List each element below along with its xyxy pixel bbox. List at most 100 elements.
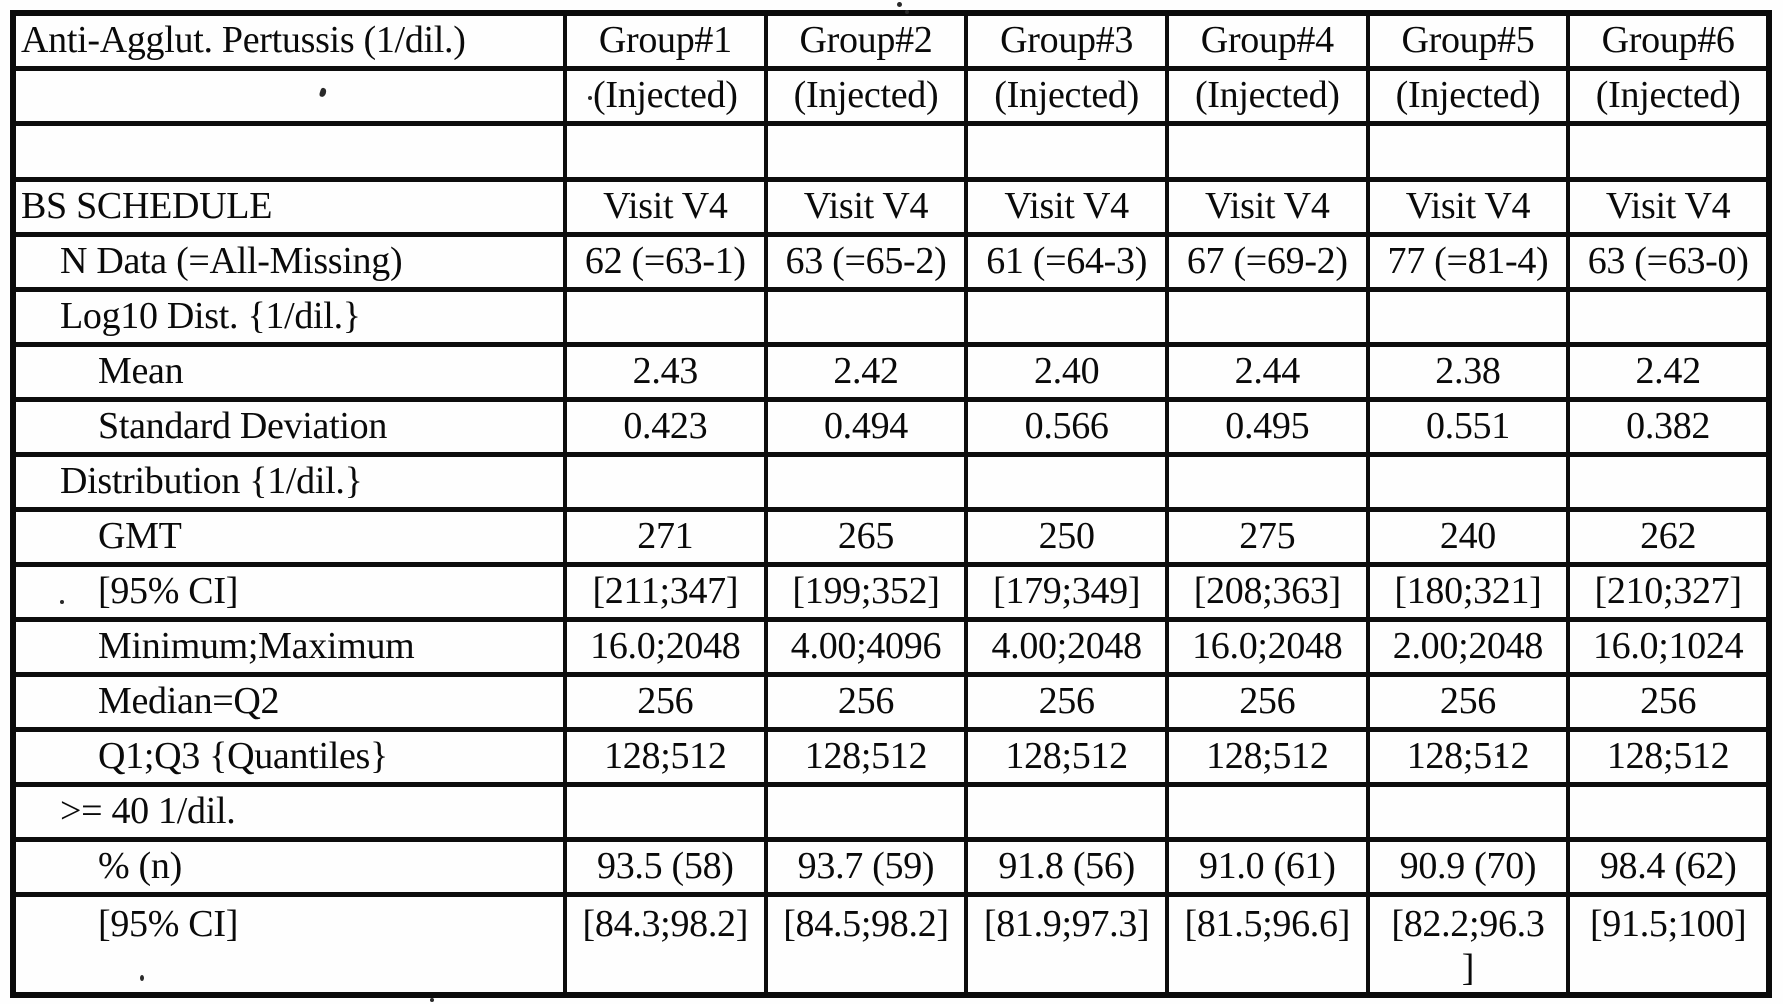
header-row-groups: Anti-Agglut. Pertussis (1/dil.) Group#1 Gr… <box>11 10 1771 71</box>
scan-speck <box>905 10 909 14</box>
injected-subheader-3: (Injected) <box>964 65 1169 126</box>
row-label-cell: Minimum;Maximum <box>11 616 567 677</box>
data-cell: 262 <box>1566 506 1771 567</box>
pertussis-results-table: Anti-Agglut. Pertussis (1/dil.) Group#1 Gr… <box>10 10 1772 999</box>
group-header-4: Group#4 <box>1164 10 1370 71</box>
scan-speck <box>430 998 434 1002</box>
data-cell: [179;349] <box>964 561 1169 622</box>
data-cell <box>563 286 768 347</box>
data-cell: 98.4 (62) <box>1566 836 1771 897</box>
data-cell: 2.43 <box>563 341 768 402</box>
data-cell <box>1164 451 1370 512</box>
data-cell: 0.423 <box>563 396 768 457</box>
table-row: [95% CI] [211;347] [199;352] [179;349] [208;… <box>11 561 1771 622</box>
row-label-cell: BS SCHEDULE <box>11 176 567 237</box>
data-cell <box>563 120 768 182</box>
data-cell: [211;347] <box>563 561 768 622</box>
group-header-3: Group#3 <box>964 10 1169 71</box>
table-row: BS SCHEDULE Visit V4 Visit V4 Visit V4 Visit… <box>11 176 1771 237</box>
data-cell: 4.00;4096 <box>763 616 969 677</box>
data-cell: 0.551 <box>1365 396 1571 457</box>
data-cell: 128;512 <box>964 726 1169 787</box>
data-cell: 128;512 <box>1365 726 1571 787</box>
data-cell: 2.00;2048 <box>1365 616 1571 677</box>
data-cell: 4.00;2048 <box>964 616 1169 677</box>
data-cell: [208;363] <box>1164 561 1370 622</box>
row-label-cell: [95% CI] <box>11 561 567 622</box>
data-cell: 265 <box>763 506 969 567</box>
data-cell: 256 <box>563 671 768 732</box>
row-label-cell: N Data (=All-Missing) <box>11 231 567 292</box>
table-row: N Data (=All-Missing) 62 (=63-1) 63 (=65-2… <box>11 231 1771 292</box>
data-cell <box>1164 781 1370 842</box>
data-cell: 16.0;1024 <box>1566 616 1771 677</box>
data-cell: 256 <box>1566 671 1771 732</box>
row-label-cell: Q1;Q3 {Quantiles} <box>11 726 567 787</box>
data-cell <box>763 451 969 512</box>
header-row-injected: (Injected) (Injected) (Injected) (Injected)… <box>11 65 1771 126</box>
data-cell: 93.7 (59) <box>763 836 969 897</box>
row-label-cell: Distribution {1/dil.} <box>11 451 567 512</box>
data-cell <box>563 451 768 512</box>
data-cell: Visit V4 <box>1164 176 1370 237</box>
data-cell <box>964 781 1169 842</box>
data-cell <box>1365 120 1571 182</box>
data-cell: Visit V4 <box>1365 176 1571 237</box>
data-cell: [91.5;100] <box>1566 891 1771 998</box>
data-cell: [84.5;98.2] <box>763 891 969 998</box>
data-cell <box>1566 451 1771 512</box>
data-cell: 0.382 <box>1566 396 1771 457</box>
data-cell: 0.494 <box>763 396 969 457</box>
corner-title-cell: Anti-Agglut. Pertussis (1/dil.) <box>11 10 567 71</box>
data-cell: 240 <box>1365 506 1571 567</box>
data-cell: 2.42 <box>763 341 969 402</box>
data-cell: 256 <box>763 671 969 732</box>
data-cell <box>1365 451 1571 512</box>
data-cell: 2.42 <box>1566 341 1771 402</box>
data-cell: 271 <box>563 506 768 567</box>
table-row: Distribution {1/dil.} <box>11 451 1771 512</box>
data-cell <box>763 781 969 842</box>
scan-speck <box>60 600 64 604</box>
data-cell: 2.38 <box>1365 341 1571 402</box>
data-cell <box>1566 781 1771 842</box>
group-header-2: Group#2 <box>763 10 969 71</box>
data-cell: 0.566 <box>964 396 1169 457</box>
table-row: Mean 2.43 2.42 2.40 2.44 2.38 2.42 <box>11 341 1771 402</box>
data-cell: 128;512 <box>1164 726 1370 787</box>
group-header-5: Group#5 <box>1365 10 1571 71</box>
data-cell: 91.8 (56) <box>964 836 1169 897</box>
data-cell: 63 (=63-0) <box>1566 231 1771 292</box>
row-label-cell: GMT <box>11 506 567 567</box>
table-row <box>11 120 1771 182</box>
data-cell: 90.9 (70) <box>1365 836 1571 897</box>
group-header-1: Group#1 <box>563 10 768 71</box>
data-cell: 91.0 (61) <box>1164 836 1370 897</box>
data-cell <box>1365 781 1571 842</box>
data-cell: 61 (=64-3) <box>964 231 1169 292</box>
data-cell: [84.3;98.2] <box>563 891 768 998</box>
data-cell: [81.5;96.6] <box>1164 891 1370 998</box>
table-row: Q1;Q3 {Quantiles} 128;512 128;512 128;512 12… <box>11 726 1771 787</box>
data-cell: 256 <box>1365 671 1571 732</box>
table-row: Median=Q2 256 256 256 256 256 256 <box>11 671 1771 732</box>
data-cell: 67 (=69-2) <box>1164 231 1370 292</box>
injected-subheader-1: (Injected) <box>563 65 768 126</box>
group-header-6: Group#6 <box>1566 10 1771 71</box>
data-cell <box>763 120 969 182</box>
injected-subheader-4: (Injected) <box>1164 65 1370 126</box>
data-cell <box>1164 286 1370 347</box>
data-cell: 256 <box>1164 671 1370 732</box>
data-cell: 2.44 <box>1164 341 1370 402</box>
table-row: Minimum;Maximum 16.0;2048 4.00;4096 4.00;20… <box>11 616 1771 677</box>
data-cell: 2.40 <box>964 341 1169 402</box>
scan-speck <box>588 96 592 100</box>
data-cell: 63 (=65-2) <box>763 231 969 292</box>
data-cell: Visit V4 <box>563 176 768 237</box>
injected-subheader-6: (Injected) <box>1566 65 1771 126</box>
row-label-cell <box>11 120 567 182</box>
data-cell: [180;321] <box>1365 561 1571 622</box>
data-cell: 128;512 <box>1566 726 1771 787</box>
data-cell: Visit V4 <box>763 176 969 237</box>
data-cell: 93.5 (58) <box>563 836 768 897</box>
